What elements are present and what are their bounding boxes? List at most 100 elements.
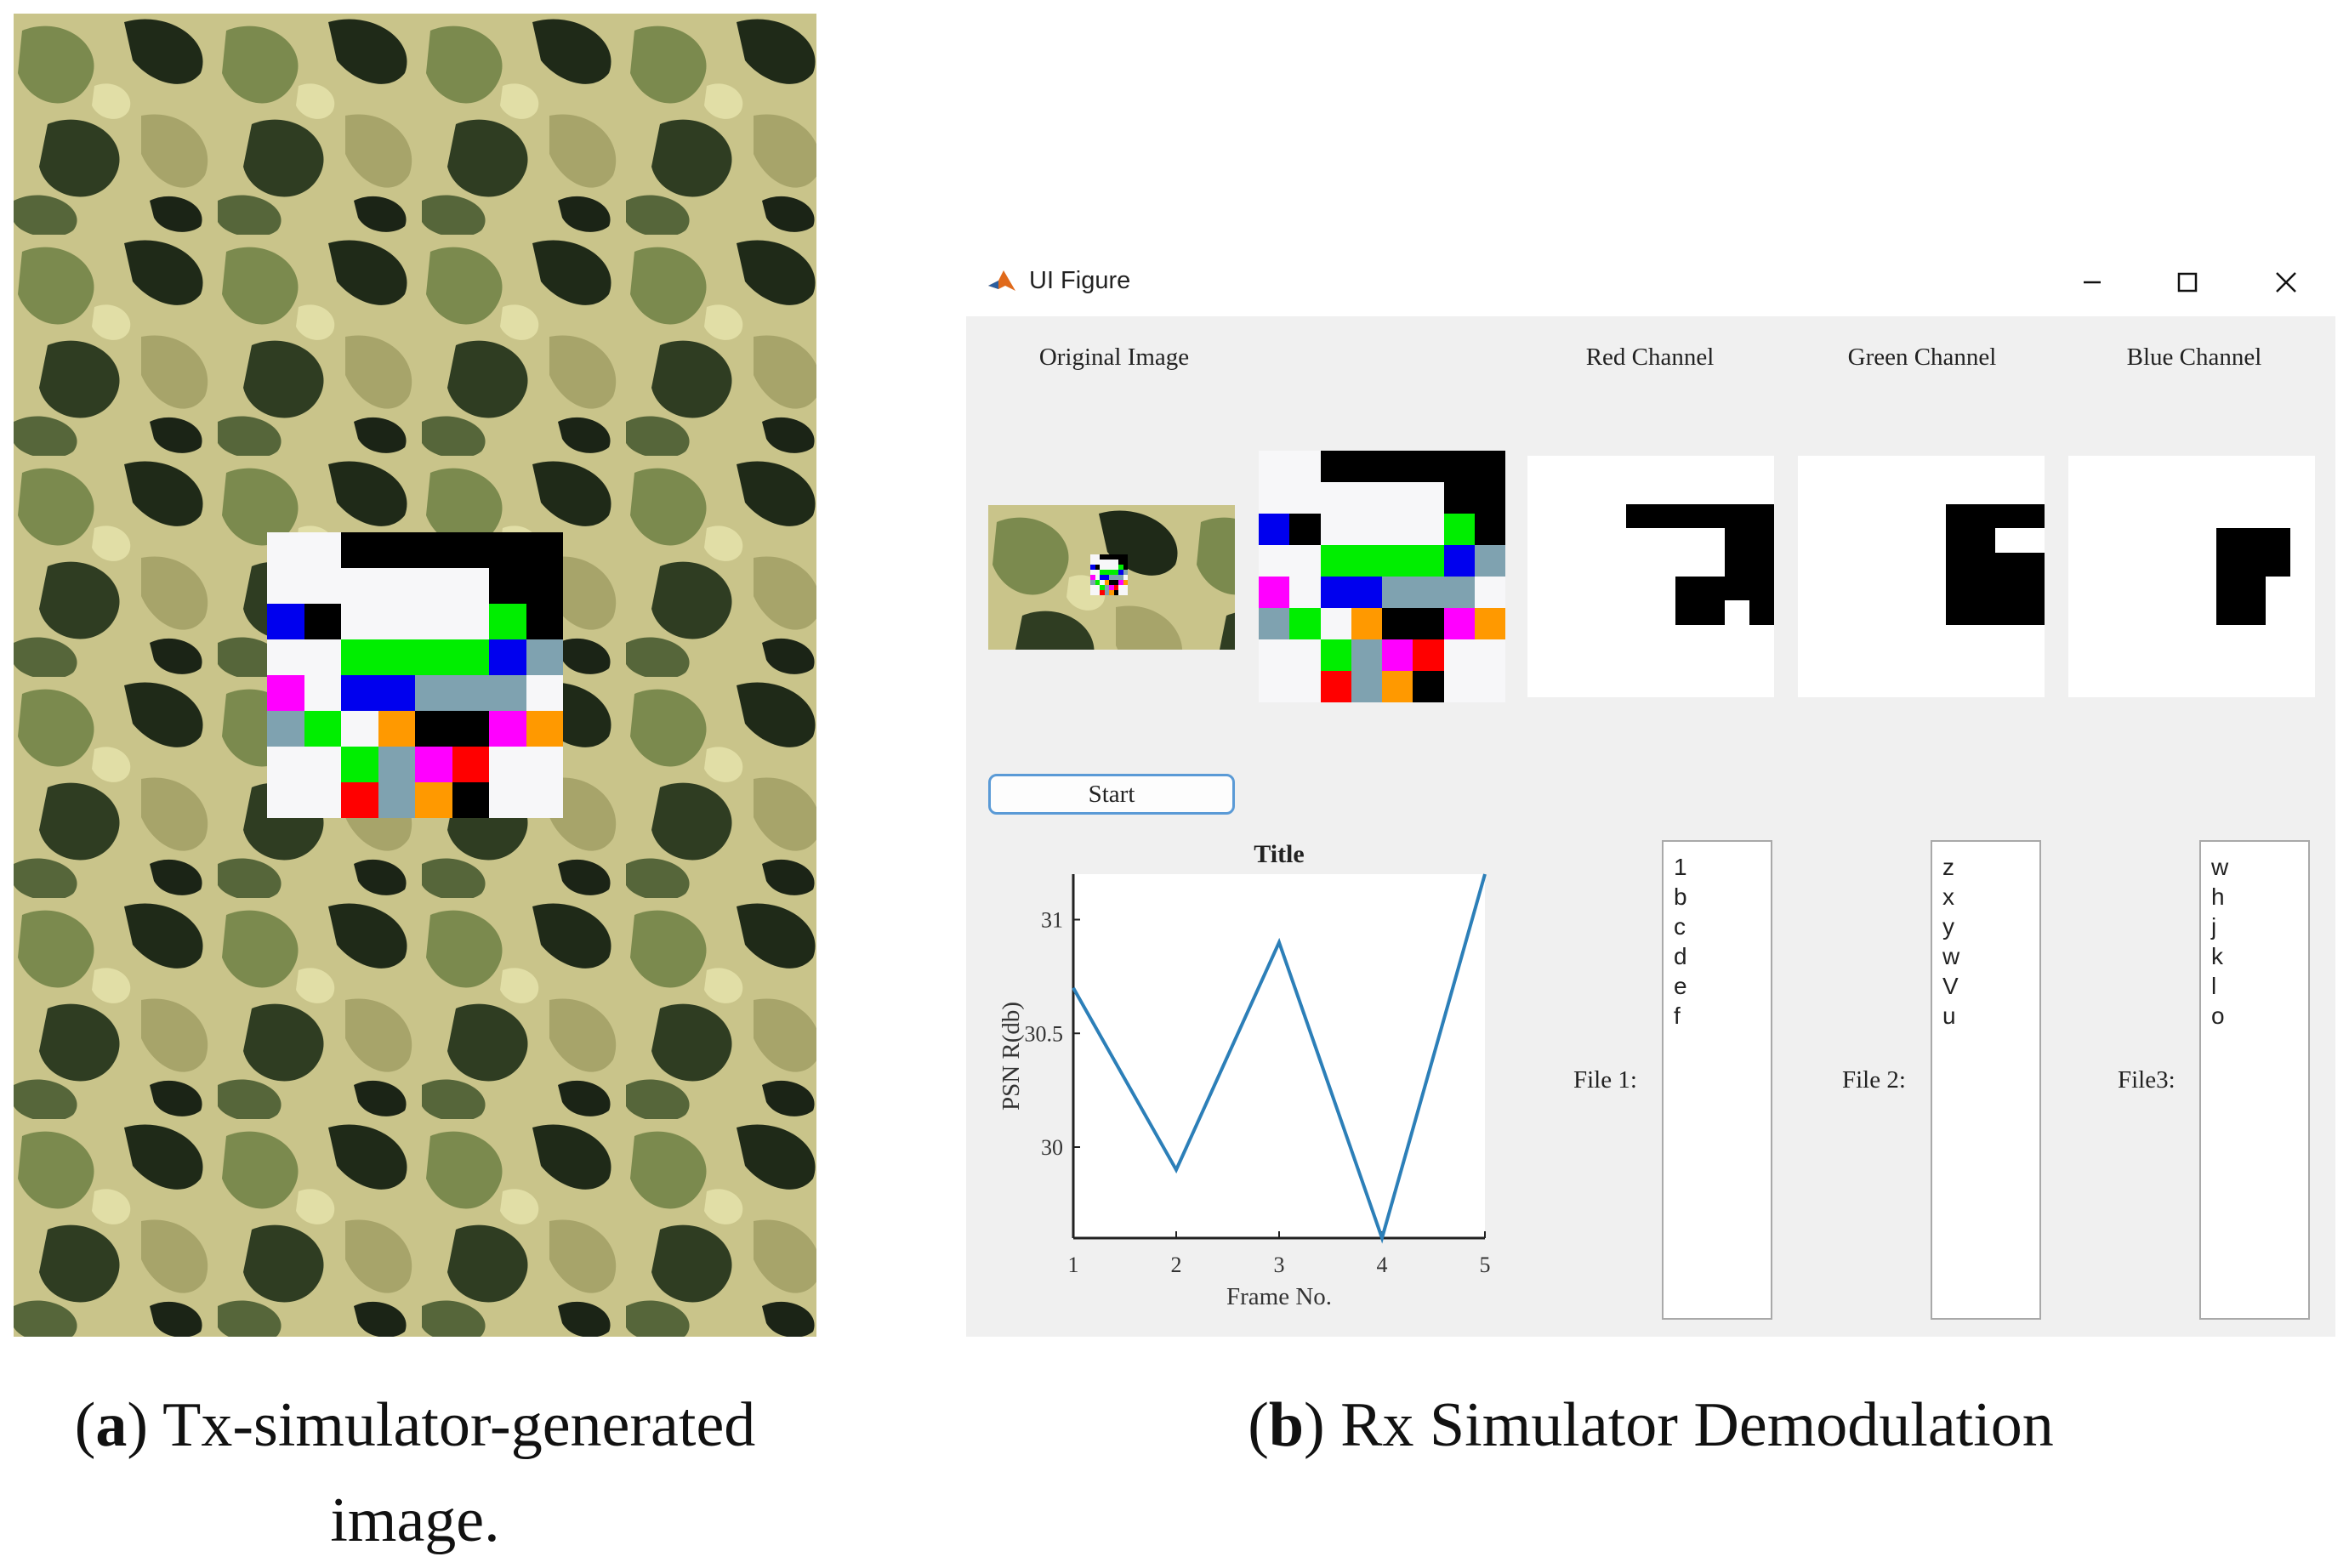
- list-item[interactable]: d: [1674, 941, 1771, 971]
- channel-cell: [1897, 625, 1921, 649]
- code-cell: [1321, 482, 1351, 514]
- channel-cell: [1626, 456, 1651, 480]
- list-item[interactable]: z: [1942, 852, 2039, 882]
- channel-cell: [1626, 600, 1651, 624]
- list-item[interactable]: u: [1942, 1001, 2039, 1031]
- code-cell: [341, 568, 378, 604]
- code-cell: [304, 639, 342, 675]
- code-cell: [341, 675, 378, 711]
- file-1-listbox[interactable]: 1 b c d e f: [1662, 840, 1772, 1320]
- code-cell: [304, 675, 342, 711]
- code-cell: [1289, 671, 1320, 702]
- maximize-icon[interactable]: [2164, 258, 2211, 306]
- y-axis-label: PSN R(db): [998, 1002, 1025, 1111]
- code-cell: [1413, 545, 1443, 577]
- plot-area: [1073, 874, 1485, 1238]
- channel-cell: [2020, 600, 2045, 624]
- code-cell: [1351, 451, 1382, 482]
- file-3-listbox[interactable]: w h j k l o: [2199, 840, 2310, 1320]
- list-item[interactable]: k: [2211, 941, 2308, 971]
- list-item[interactable]: e: [1674, 971, 1771, 1001]
- list-item[interactable]: j: [2211, 912, 2308, 941]
- chart-title: Title: [1254, 840, 1304, 868]
- channel-cell: [1749, 673, 1774, 697]
- channel-cell: [1897, 673, 1921, 697]
- channel-cell: [1626, 625, 1651, 649]
- code-cell: [415, 711, 452, 747]
- channel-cell: [2142, 480, 2167, 503]
- channel-cell: [1527, 528, 1552, 552]
- list-item[interactable]: c: [1674, 912, 1771, 941]
- channel-cell: [2093, 553, 2118, 577]
- caption-b-label: b: [1269, 1390, 1304, 1460]
- channel-cell: [1527, 480, 1552, 503]
- code-cell: [1382, 514, 1413, 545]
- channel-cell: [1700, 504, 1725, 528]
- code-cell: [341, 604, 378, 639]
- channel-cell: [1700, 673, 1725, 697]
- channel-cell: [1725, 456, 1749, 480]
- channel-cell: [2142, 504, 2167, 528]
- channel-cell: [2290, 528, 2315, 552]
- channel-cell: [2093, 649, 2118, 673]
- channel-cell: [1527, 649, 1552, 673]
- list-item[interactable]: f: [1674, 1001, 1771, 1031]
- channel-cell: [1749, 600, 1774, 624]
- list-item[interactable]: l: [2211, 971, 2308, 1001]
- channel-cell: [2290, 480, 2315, 503]
- channel-cell: [1601, 456, 1626, 480]
- channel-cell: [1527, 456, 1552, 480]
- list-item[interactable]: o: [2211, 1001, 2308, 1031]
- x-tick-label: 4: [1377, 1253, 1388, 1277]
- list-item[interactable]: V: [1942, 971, 2039, 1001]
- channel-cell: [1552, 504, 1577, 528]
- channel-cell: [2216, 673, 2241, 697]
- list-item[interactable]: y: [1942, 912, 2039, 941]
- channel-cell: [1651, 625, 1675, 649]
- channel-cell: [1749, 456, 1774, 480]
- channel-cell: [1651, 456, 1675, 480]
- code-cell: [1413, 671, 1443, 702]
- list-item[interactable]: w: [2211, 852, 2308, 882]
- channel-cell: [2290, 577, 2315, 600]
- list-item[interactable]: b: [1674, 882, 1771, 912]
- list-item[interactable]: h: [2211, 882, 2308, 912]
- channel-cell: [2192, 673, 2216, 697]
- channel-cell: [1971, 456, 1995, 480]
- channel-cell: [1872, 649, 1897, 673]
- channel-cell: [2068, 673, 2093, 697]
- code-cell: [341, 782, 378, 818]
- code-cell: [341, 711, 378, 747]
- channel-cell: [1971, 577, 1995, 600]
- channel-cell: [1601, 553, 1626, 577]
- code-cell: [267, 711, 304, 747]
- code-cell: [452, 532, 490, 568]
- channel-cell: [1552, 480, 1577, 503]
- start-button[interactable]: Start: [988, 774, 1235, 815]
- minimize-icon[interactable]: [2068, 258, 2116, 306]
- file-2-listbox[interactable]: z x y w V u: [1931, 840, 2041, 1320]
- channel-cell: [1872, 504, 1897, 528]
- header-green-channel: Green Channel: [1794, 342, 2050, 372]
- code-cell: [1321, 451, 1351, 482]
- channel-cell: [2142, 553, 2167, 577]
- channel-cell: [1971, 504, 1995, 528]
- channel-cell: [2068, 600, 2093, 624]
- close-icon[interactable]: [2262, 258, 2310, 306]
- channel-cell: [2093, 528, 2118, 552]
- list-item[interactable]: x: [1942, 882, 2039, 912]
- channel-cell: [1527, 577, 1552, 600]
- list-item[interactable]: w: [1942, 941, 2039, 971]
- channel-cell: [1823, 480, 1847, 503]
- channel-cell: [1725, 625, 1749, 649]
- code-cell: [1475, 671, 1505, 702]
- channel-cell: [1700, 649, 1725, 673]
- channel-cell: [1577, 577, 1601, 600]
- code-cell: [341, 747, 378, 782]
- channel-cell: [1552, 456, 1577, 480]
- channel-cell: [1995, 673, 2020, 697]
- channel-cell: [1725, 577, 1749, 600]
- channel-cell: [2093, 504, 2118, 528]
- list-item[interactable]: 1: [1674, 852, 1771, 882]
